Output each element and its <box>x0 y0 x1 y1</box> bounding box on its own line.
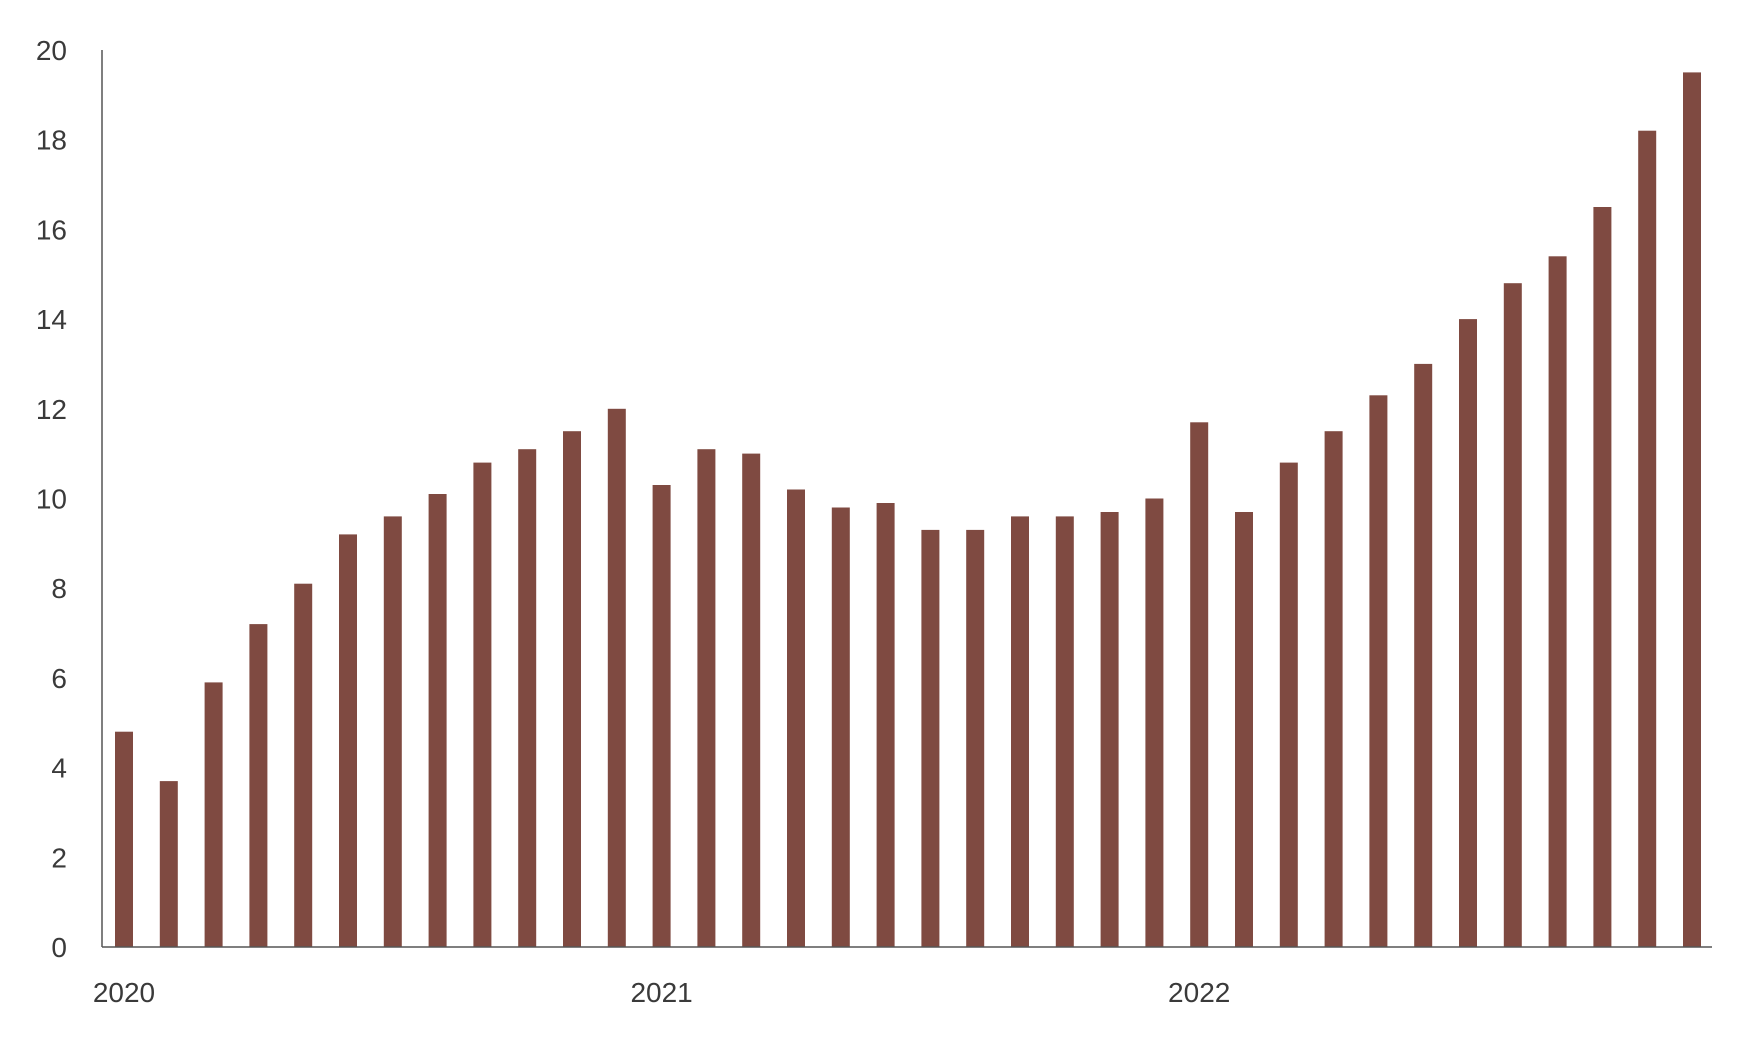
bar-2020-04 <box>249 624 268 947</box>
y-tick-label: 0 <box>51 932 67 963</box>
y-tick-label: 16 <box>36 214 67 245</box>
bar-2021-12 <box>1145 498 1164 947</box>
y-tick-label: 10 <box>36 484 67 515</box>
bar-2020-09 <box>473 462 492 947</box>
bar-2022-04 <box>1324 431 1343 947</box>
bar-2021-05 <box>831 507 850 947</box>
bar-2020-05 <box>294 583 313 947</box>
bar-2022-05 <box>1369 395 1388 947</box>
bars <box>115 72 1701 948</box>
bar-2022-07 <box>1459 319 1477 948</box>
y-tick-label: 20 <box>36 35 67 66</box>
bar-2021-04 <box>787 489 805 947</box>
bar-2022-12 <box>1683 72 1701 947</box>
x-tick-label-2022: 2022 <box>1168 977 1230 1008</box>
bar-2021-10 <box>1055 516 1074 947</box>
bar-2020-12 <box>607 408 626 947</box>
bar-2021-03 <box>742 453 761 947</box>
bar-2022-10 <box>1593 207 1612 947</box>
bar-2022-11 <box>1638 130 1657 947</box>
y-tick-label: 18 <box>36 125 67 156</box>
x-tick-label-2021: 2021 <box>630 977 692 1008</box>
y-tick-label: 4 <box>51 753 67 784</box>
bar-2021-01 <box>652 485 671 947</box>
bar-2021-02 <box>697 449 716 947</box>
bar-2021-08 <box>966 529 985 947</box>
bar-2020-08 <box>428 494 447 947</box>
y-tick-label: 12 <box>36 394 67 425</box>
bar-2020-07 <box>383 516 402 947</box>
bar-2021-06 <box>876 503 895 947</box>
bar-2021-07 <box>921 529 940 947</box>
bar-2022-08 <box>1503 283 1522 947</box>
bar-2022-01 <box>1190 422 1209 947</box>
y-tick-label: 8 <box>51 573 67 604</box>
bar-2022-03 <box>1279 462 1298 947</box>
y-tick-label: 2 <box>51 842 67 873</box>
bar-2020-01 <box>115 731 133 947</box>
y-tick-label: 6 <box>51 663 67 694</box>
y-tick-label: 14 <box>36 304 67 335</box>
y-axis-ticks: 0 2 4 6 8 10 12 14 16 18 20 <box>36 35 67 963</box>
bar-2022-02 <box>1235 512 1253 947</box>
bar-2020-03 <box>204 682 223 947</box>
bar-2020-11 <box>563 431 581 947</box>
bar-2020-10 <box>518 449 537 947</box>
bar-2022-09 <box>1548 256 1567 947</box>
bar-2020-06 <box>339 534 357 947</box>
bar-2021-09 <box>1011 516 1029 947</box>
bar-2021-11 <box>1100 512 1119 947</box>
bar-2022-06 <box>1414 363 1433 947</box>
x-axis-ticks: 2020 2021 2022 <box>93 977 1230 1008</box>
x-tick-label-2020: 2020 <box>93 977 155 1008</box>
bar-2020-02 <box>159 781 178 947</box>
